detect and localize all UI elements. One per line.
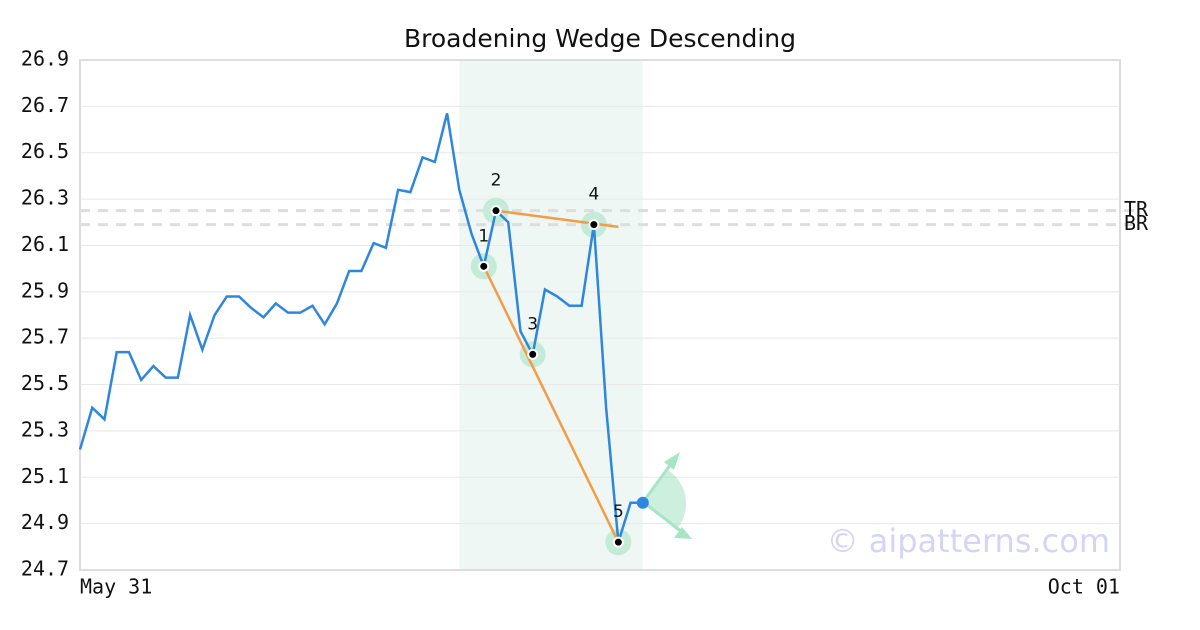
y-tick-label: 25.7	[21, 325, 69, 349]
y-tick-label: 26.1	[21, 232, 69, 256]
y-tick-label: 25.9	[21, 278, 69, 302]
y-tick-label: 26.9	[21, 47, 69, 71]
pattern-point-label: 2	[491, 171, 502, 191]
y-tick-label: 26.5	[21, 139, 69, 163]
y-tick-label: 25.5	[21, 371, 69, 395]
pattern-point	[588, 219, 600, 231]
y-tick-label: 24.7	[21, 557, 69, 581]
pattern-point-label: 1	[478, 226, 489, 246]
y-tick-label: 24.9	[21, 510, 69, 534]
price-line	[78, 113, 643, 543]
plot-frame	[79, 59, 1121, 571]
pattern-point	[478, 260, 490, 272]
pattern-region	[459, 60, 643, 570]
y-tick-label: 26.3	[21, 186, 69, 210]
pattern-point-label: 3	[527, 314, 538, 334]
level-label: TR	[1124, 197, 1149, 221]
y-tick-label: 26.7	[21, 93, 69, 117]
direction-arrows	[641, 452, 692, 539]
x-tick-label: Oct 01	[1048, 575, 1120, 599]
pattern-point-label: 4	[588, 185, 599, 205]
y-tick-label: 25.3	[21, 417, 69, 441]
pattern-point-label: 5	[613, 502, 624, 522]
pattern-point	[612, 536, 624, 548]
watermark: © aipatterns.com	[827, 522, 1110, 560]
x-tick-label: May 31	[80, 575, 152, 599]
y-tick-label: 25.1	[21, 464, 69, 488]
trendline	[482, 265, 620, 543]
chart-title: Broadening Wedge Descending	[404, 24, 796, 53]
level-label: BR	[1124, 211, 1149, 235]
pattern-point	[527, 348, 539, 360]
last-point	[636, 496, 649, 509]
pattern-point	[490, 205, 502, 217]
